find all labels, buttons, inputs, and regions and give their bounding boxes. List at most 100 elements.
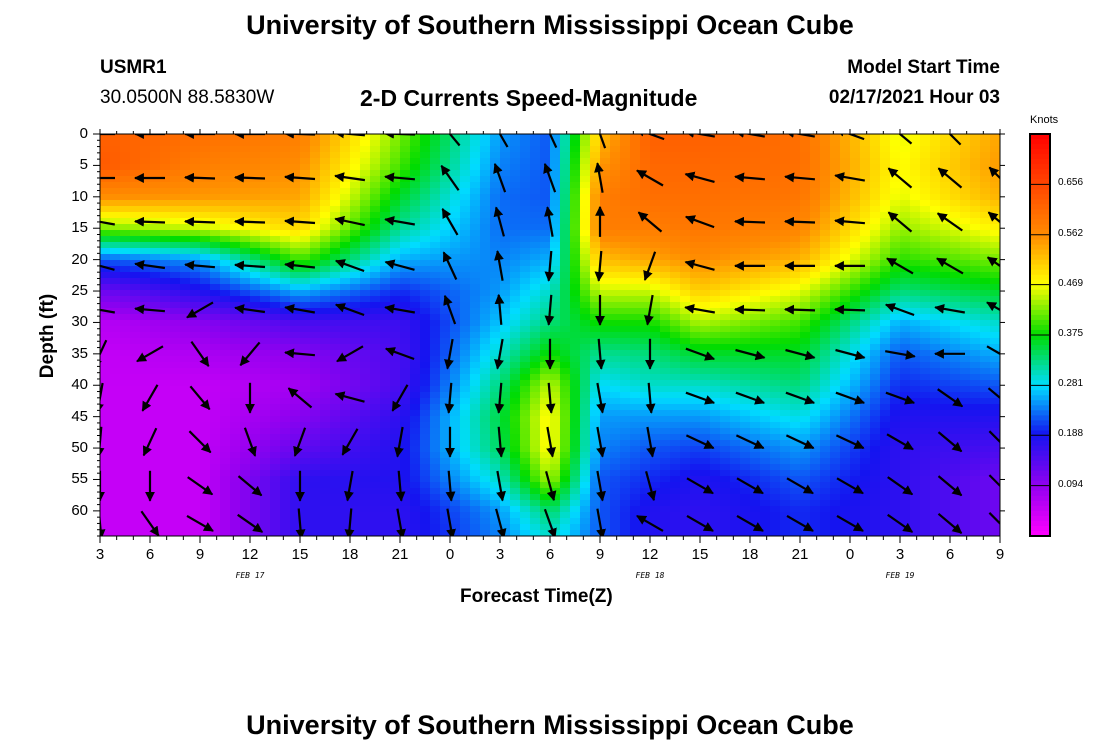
heatmap-cell bbox=[380, 452, 391, 459]
heatmap-cell bbox=[300, 470, 311, 477]
heatmap-cell bbox=[670, 362, 681, 369]
heatmap-cell bbox=[670, 248, 681, 255]
heatmap-cell bbox=[790, 260, 801, 267]
heatmap-cell bbox=[770, 458, 781, 465]
heatmap-cell bbox=[200, 284, 211, 291]
heatmap-cell bbox=[240, 200, 251, 207]
heatmap-cell bbox=[600, 284, 611, 291]
heatmap-cell bbox=[330, 494, 341, 501]
heatmap-cell bbox=[720, 302, 731, 309]
heatmap-cell bbox=[670, 242, 681, 249]
heatmap-cell bbox=[670, 320, 681, 327]
heatmap-cell bbox=[250, 356, 261, 363]
heatmap-cell bbox=[440, 524, 451, 531]
heatmap-cell bbox=[720, 218, 731, 225]
heatmap-cell bbox=[700, 266, 711, 273]
heatmap-cell bbox=[330, 242, 341, 249]
heatmap-cell bbox=[420, 470, 431, 477]
heatmap-cell bbox=[100, 152, 111, 159]
heatmap-cell bbox=[690, 470, 701, 477]
heatmap-cell bbox=[170, 422, 181, 429]
heatmap-cell bbox=[650, 338, 661, 345]
heatmap-cell bbox=[220, 170, 231, 177]
heatmap-cell bbox=[100, 134, 111, 141]
heatmap-cell bbox=[460, 410, 471, 417]
heatmap-cell bbox=[270, 464, 281, 471]
heatmap-cell bbox=[840, 296, 851, 303]
heatmap-cell bbox=[200, 458, 211, 465]
heatmap-cell bbox=[700, 404, 711, 411]
heatmap-cell bbox=[560, 140, 571, 147]
heatmap-cell bbox=[770, 476, 781, 483]
heatmap-cell bbox=[520, 356, 531, 363]
heatmap-cell bbox=[370, 236, 381, 243]
heatmap-cell bbox=[100, 272, 111, 279]
heatmap-cell bbox=[800, 494, 811, 501]
heatmap-cell bbox=[440, 500, 451, 507]
heatmap-cell bbox=[100, 452, 111, 459]
heatmap-cell bbox=[630, 182, 641, 189]
heatmap-cell bbox=[210, 260, 221, 267]
heatmap-cell bbox=[220, 266, 231, 273]
heatmap-cell bbox=[770, 164, 781, 171]
heatmap-cell bbox=[580, 434, 591, 441]
heatmap-cell bbox=[530, 434, 541, 441]
heatmap-cell bbox=[580, 206, 591, 213]
heatmap-cell bbox=[160, 206, 171, 213]
heatmap-cell bbox=[300, 152, 311, 159]
heatmap-cell bbox=[190, 464, 201, 471]
heatmap-cell bbox=[120, 362, 131, 369]
heatmap-cell bbox=[310, 146, 321, 153]
heatmap-cell bbox=[780, 296, 791, 303]
heatmap-cell bbox=[490, 512, 501, 519]
heatmap-cell bbox=[140, 392, 151, 399]
heatmap-cell bbox=[490, 494, 501, 501]
heatmap-cell bbox=[550, 374, 561, 381]
heatmap-cell bbox=[510, 260, 521, 267]
heatmap-cell bbox=[360, 446, 371, 453]
heatmap-cell bbox=[160, 152, 171, 159]
heatmap-cell bbox=[470, 284, 481, 291]
heatmap-cell bbox=[430, 182, 441, 189]
heatmap-cell bbox=[200, 140, 211, 147]
heatmap-cell bbox=[360, 404, 371, 411]
heatmap-cell bbox=[430, 368, 441, 375]
heatmap-cell bbox=[780, 494, 791, 501]
heatmap-cell bbox=[800, 290, 811, 297]
heatmap-cell bbox=[510, 308, 521, 315]
heatmap-cell bbox=[140, 164, 151, 171]
heatmap-cell bbox=[440, 350, 451, 357]
heatmap-cell bbox=[200, 332, 211, 339]
heatmap-cell bbox=[560, 248, 571, 255]
heatmap-cell bbox=[560, 254, 571, 261]
heatmap-cell bbox=[330, 182, 341, 189]
heatmap-cell bbox=[490, 206, 501, 213]
heatmap-cell bbox=[410, 134, 421, 141]
heatmap-cell bbox=[210, 452, 221, 459]
heatmap-cell bbox=[640, 164, 651, 171]
heatmap-cell bbox=[480, 500, 491, 507]
heatmap-cell bbox=[450, 188, 461, 195]
heatmap-cell bbox=[640, 308, 651, 315]
heatmap-cell bbox=[720, 374, 731, 381]
heatmap-cell bbox=[190, 470, 201, 477]
heatmap-cell bbox=[610, 446, 621, 453]
heatmap-cell bbox=[110, 416, 121, 423]
heatmap-cell bbox=[330, 290, 341, 297]
heatmap-cell bbox=[680, 374, 691, 381]
heatmap-cell bbox=[730, 200, 741, 207]
heatmap-cell bbox=[190, 278, 201, 285]
heatmap-cell bbox=[260, 494, 271, 501]
heatmap-cell bbox=[390, 308, 401, 315]
heatmap-cell bbox=[140, 422, 151, 429]
heatmap-cell bbox=[570, 266, 581, 273]
heatmap-cell bbox=[370, 392, 381, 399]
heatmap-cell bbox=[570, 356, 581, 363]
heatmap-cell bbox=[560, 458, 571, 465]
heatmap-cell bbox=[320, 188, 331, 195]
heatmap-cell bbox=[650, 230, 661, 237]
heatmap-cell bbox=[590, 302, 601, 309]
heatmap-cell bbox=[590, 512, 601, 519]
heatmap-cell bbox=[780, 386, 791, 393]
heatmap-cell bbox=[200, 452, 211, 459]
